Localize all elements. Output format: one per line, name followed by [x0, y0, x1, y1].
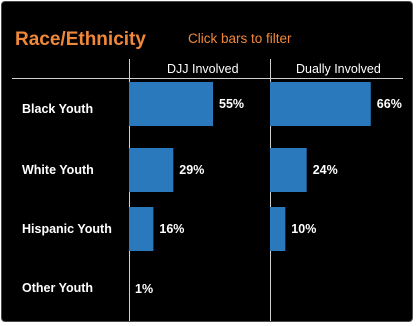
column-header-dually-involved: Dually Involved: [296, 62, 381, 76]
row-label-other-youth: Other Youth: [22, 281, 94, 295]
race-ethnicity-panel: Race/Ethnicity Click bars to filter DJJ …: [1, 1, 413, 322]
filter-hint: Click bars to filter: [188, 31, 292, 46]
value-label-dually-involved-black-youth: 66%: [377, 97, 402, 111]
column-header-djj-involved: DJJ Involved: [167, 62, 239, 76]
value-label-djj-involved-black-youth: 55%: [219, 97, 244, 111]
value-label-djj-involved-white-youth: 29%: [179, 163, 204, 177]
value-label-djj-involved-other-youth: 1%: [135, 282, 153, 296]
row-label-hispanic-youth: Hispanic Youth: [22, 222, 112, 236]
bar-dually-involved-black-youth[interactable]: [270, 82, 371, 126]
value-label-dually-involved-white-youth: 24%: [313, 163, 338, 177]
value-label-djj-involved-hispanic-youth: 16%: [159, 222, 184, 236]
value-label-dually-involved-hispanic-youth: 10%: [291, 222, 316, 236]
row-label-white-youth: White Youth: [22, 163, 94, 177]
bar-djj-involved-white-youth[interactable]: [129, 148, 174, 192]
row-label-black-youth: Black Youth: [22, 102, 94, 116]
bar-djj-involved-hispanic-youth[interactable]: [129, 207, 154, 251]
bar-dually-involved-hispanic-youth[interactable]: [270, 207, 286, 251]
bar-djj-involved-black-youth[interactable]: [129, 82, 213, 126]
bar-dually-involved-white-youth[interactable]: [270, 148, 307, 192]
header-divider: [12, 78, 403, 79]
chart-title: Race/Ethnicity: [15, 29, 146, 50]
